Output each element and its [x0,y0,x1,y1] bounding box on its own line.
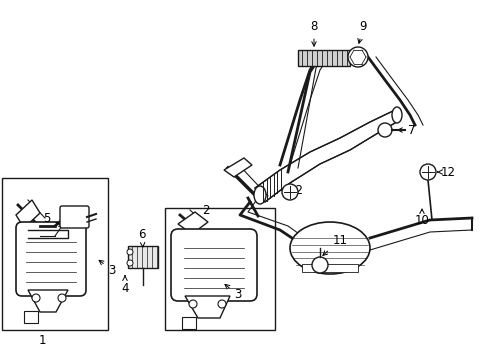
Ellipse shape [290,222,370,274]
Polygon shape [185,296,230,318]
Circle shape [218,300,226,308]
FancyBboxPatch shape [171,229,257,301]
Text: 4: 4 [121,276,129,294]
Text: 1: 1 [38,333,46,346]
Circle shape [127,249,133,255]
Text: 8: 8 [310,21,318,46]
Circle shape [420,164,436,180]
Polygon shape [224,158,252,177]
Circle shape [378,123,392,137]
Circle shape [58,294,66,302]
Bar [165,208,275,330]
Ellipse shape [254,186,266,204]
FancyBboxPatch shape [298,50,350,66]
FancyBboxPatch shape [16,222,86,296]
Circle shape [312,257,328,273]
Circle shape [348,47,368,67]
Text: 10: 10 [415,209,429,226]
FancyBboxPatch shape [182,317,196,329]
Circle shape [32,294,40,302]
Circle shape [127,260,133,266]
FancyBboxPatch shape [24,311,38,323]
Polygon shape [178,212,208,234]
Text: 9: 9 [358,21,367,43]
Text: 5: 5 [43,211,64,226]
Text: 7: 7 [398,123,416,136]
Bar [302,264,358,272]
Text: 12: 12 [284,184,303,197]
Text: 2: 2 [202,204,210,217]
Text: 3: 3 [225,284,242,302]
Bar [2,178,108,330]
Polygon shape [255,110,400,202]
Circle shape [189,300,197,308]
FancyBboxPatch shape [128,246,158,268]
FancyBboxPatch shape [60,206,89,228]
Ellipse shape [392,107,402,123]
Text: 6: 6 [138,228,146,247]
Text: 12: 12 [438,166,456,179]
Text: 11: 11 [323,234,347,255]
Polygon shape [16,200,40,228]
Polygon shape [28,290,68,312]
Text: 3: 3 [99,260,116,276]
Circle shape [282,184,298,200]
